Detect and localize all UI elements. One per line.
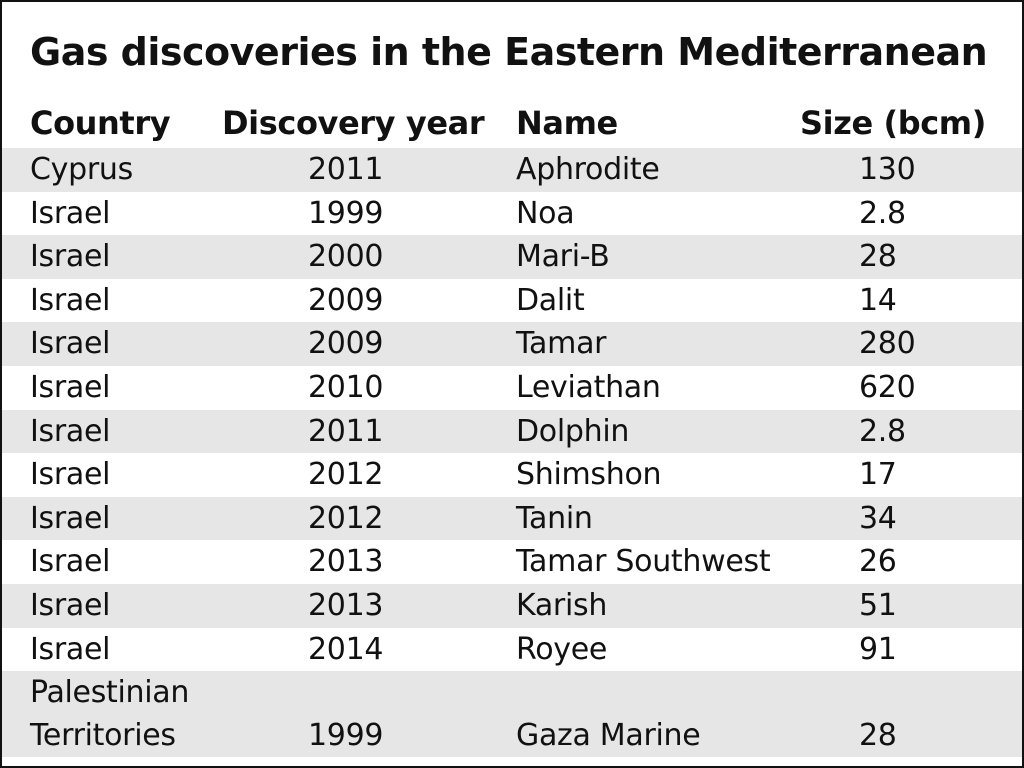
cell-size: 34 xyxy=(859,500,897,536)
column-header-size: Size (bcm) xyxy=(800,104,986,142)
table-row: Israel 1999 Noa 2.8 xyxy=(2,192,1022,236)
cell-name: Gaza Marine xyxy=(516,718,701,754)
cell-size: 26 xyxy=(859,544,897,580)
table-row: Israel 2010 Leviathan 620 xyxy=(2,366,1022,410)
table-row: Israel 2014 Royee 91 xyxy=(2,628,1022,672)
cell-discovery-year: 2011 xyxy=(308,413,384,449)
cell-country: Israel xyxy=(30,413,111,449)
cell-name: Royee xyxy=(516,631,608,667)
cell-discovery-year: 2013 xyxy=(308,544,384,580)
cell-discovery-year: 1999 xyxy=(308,195,384,231)
cell-name: Noa xyxy=(516,195,575,231)
cell-name: Leviathan xyxy=(516,369,661,405)
cell-size: 620 xyxy=(859,369,916,405)
cell-discovery-year: 2009 xyxy=(308,326,384,362)
cell-country: Israel xyxy=(30,282,111,318)
cell-size: 51 xyxy=(859,587,897,623)
cell-name: Mari-B xyxy=(516,239,610,275)
table-row: Cyprus 2011 Aphrodite 130 xyxy=(2,148,1022,192)
cell-discovery-year: 2010 xyxy=(308,369,384,405)
cell-country: Israel xyxy=(30,544,111,580)
table-row: Israel 2011 Dolphin 2.8 xyxy=(2,409,1022,454)
cell-name: Dalit xyxy=(516,282,585,318)
column-header-name: Name xyxy=(516,104,618,142)
cell-country: Israel xyxy=(30,500,111,536)
cell-size: 17 xyxy=(859,457,897,493)
cell-country: Israel xyxy=(30,631,111,667)
cell-size: 91 xyxy=(859,631,897,667)
cell-discovery-year: 2012 xyxy=(308,457,384,493)
cell-discovery-year: 2014 xyxy=(308,631,384,667)
table-row: Israel 2000 Mari-B 28 xyxy=(2,235,1022,279)
cell-country: Palestinian Territories xyxy=(30,675,190,754)
cell-discovery-year: 2012 xyxy=(308,500,384,536)
cell-discovery-year: 2013 xyxy=(308,587,384,623)
table-row: Israel 2009 Tamar 280 xyxy=(2,322,1022,366)
column-header-country: Country xyxy=(30,104,171,142)
cell-name: Tamar xyxy=(516,326,607,362)
table-row: Israel 2013 Karish 51 xyxy=(2,583,1022,628)
cell-name: Shimshon xyxy=(516,457,662,493)
cell-size: 2.8 xyxy=(859,413,906,449)
cell-size: 130 xyxy=(859,152,916,187)
table-row: Israel 2012 Tanin 34 xyxy=(2,496,1022,541)
cell-size: 280 xyxy=(859,326,916,362)
cell-size: 14 xyxy=(859,282,897,318)
cell-discovery-year: 2011 xyxy=(308,152,384,187)
cell-country: Israel xyxy=(30,457,111,493)
cell-size: 28 xyxy=(859,718,897,754)
table-row: Palestinian Territories 1999 Gaza Marine 28 xyxy=(2,671,1022,758)
cell-country: Israel xyxy=(30,326,111,362)
cell-country: Israel xyxy=(30,587,111,623)
table-row: Israel 2009 Dalit 14 xyxy=(2,279,1022,323)
column-header-discovery-year: Discovery year xyxy=(222,104,485,142)
cell-country: Israel xyxy=(30,369,111,405)
cell-discovery-year: 2009 xyxy=(308,282,384,318)
cell-name: Dolphin xyxy=(516,413,630,449)
cell-size: 28 xyxy=(859,239,897,275)
cell-name: Karish xyxy=(516,587,608,623)
cell-name: Tamar Southwest xyxy=(516,544,771,580)
table-body: Cyprus 2011 Aphrodite 130 Israel 1999 Noa 2.8 Is… xyxy=(2,148,1022,758)
cell-name: Tanin xyxy=(516,500,593,536)
cell-country: Cyprus xyxy=(30,152,133,187)
cell-country: Israel xyxy=(30,195,111,231)
cell-name: Aphrodite xyxy=(516,152,660,187)
table-title: Gas discoveries in the Eastern Mediterra… xyxy=(30,30,988,74)
cell-discovery-year: 1999 xyxy=(308,718,384,754)
cell-discovery-year: 2000 xyxy=(308,239,384,275)
table-row: Israel 2013 Tamar Southwest 26 xyxy=(2,540,1022,584)
cell-size: 2.8 xyxy=(859,195,906,231)
table-row: Israel 2012 Shimshon 17 xyxy=(2,453,1022,497)
table-header: Country Discovery year Name Size (bcm) xyxy=(2,104,1022,148)
cell-country: Israel xyxy=(30,239,111,275)
